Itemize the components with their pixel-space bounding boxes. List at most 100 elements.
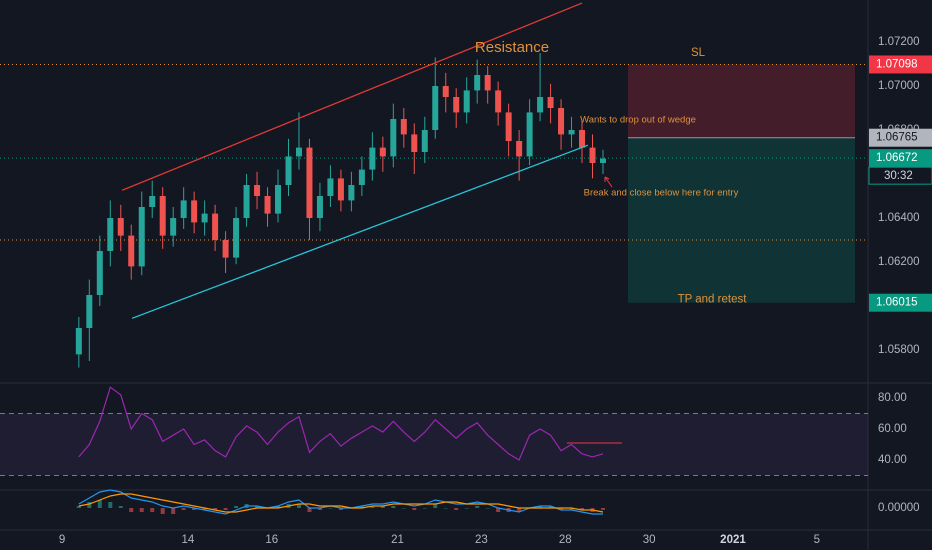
histogram-bar	[171, 508, 176, 514]
candle-body	[212, 213, 219, 241]
candle-body	[505, 112, 512, 142]
candle-body	[547, 97, 554, 109]
x-tick-label: 5	[814, 534, 820, 546]
histogram-bar	[192, 508, 197, 510]
histogram-bar	[76, 506, 81, 508]
candle-body	[191, 200, 198, 223]
histogram-bar	[485, 508, 490, 509]
candle-body	[442, 86, 449, 98]
candle-body	[254, 185, 261, 197]
histogram-bar	[255, 506, 260, 508]
candle-body	[306, 147, 313, 219]
x-tick-label: 16	[265, 534, 278, 546]
annotation: Wants to drop out of wedge	[580, 115, 696, 126]
histogram-bar	[359, 506, 364, 508]
candle-body	[379, 147, 386, 157]
candle-body	[348, 185, 355, 201]
candle-body	[526, 112, 533, 157]
histogram-bar	[118, 506, 123, 508]
x-tick-label: 21	[391, 534, 404, 546]
candle-body	[579, 130, 586, 148]
candle-body	[599, 158, 606, 164]
candle-body	[149, 196, 156, 208]
candle-body	[358, 169, 365, 186]
candle-body	[400, 119, 407, 135]
y-tick-label: 40.00	[878, 454, 907, 466]
x-tick-label: 28	[559, 534, 572, 546]
series-line	[78, 493, 604, 513]
candle-body	[327, 178, 334, 197]
y-tick-label: 1.05800	[878, 344, 920, 356]
histogram-bar	[454, 508, 459, 510]
histogram-bar	[391, 506, 396, 508]
histogram-bar	[108, 502, 113, 508]
histogram-bar	[296, 504, 301, 508]
histogram-bar	[569, 508, 574, 510]
candle-body	[107, 218, 114, 252]
candle-body	[170, 218, 177, 236]
candle-body	[285, 156, 292, 186]
histogram-bar	[97, 500, 102, 508]
y-tick-label: 1.06400	[878, 212, 920, 224]
histogram-bar	[370, 506, 375, 508]
histogram-bar	[475, 506, 480, 508]
candle-body	[432, 86, 439, 131]
annotation: Resistance	[475, 39, 549, 56]
histogram-bar	[160, 508, 165, 514]
candle-body	[138, 207, 145, 267]
y-tick-label: 1.07200	[878, 36, 920, 48]
candle-body	[568, 130, 575, 135]
candle-body	[295, 147, 302, 157]
price-label: 1.06672	[876, 152, 918, 164]
price-label-bg	[869, 149, 932, 168]
candle-body	[463, 90, 470, 113]
candle-body	[474, 75, 481, 91]
histogram-bar	[338, 508, 343, 510]
histogram-bar	[559, 508, 564, 510]
y-tick-label: 80.00	[878, 392, 907, 404]
histogram-bar	[422, 508, 427, 509]
histogram-bar	[213, 508, 218, 510]
x-tick-label: 30	[643, 534, 656, 546]
candle-body	[86, 295, 93, 329]
candle-body	[75, 328, 82, 355]
candle-body	[96, 251, 103, 296]
candle-body	[275, 185, 282, 214]
histogram-bar	[412, 508, 417, 510]
y-tick-label: 0.00000	[878, 502, 920, 514]
price-label: 1.06765	[876, 132, 918, 144]
histogram-bar	[181, 508, 186, 510]
histogram-bar	[517, 508, 522, 512]
x-tick-label: 2021	[720, 534, 746, 546]
histogram-bar	[317, 508, 322, 510]
histogram-bar	[276, 506, 281, 508]
candle-body	[233, 218, 240, 258]
countdown-bg	[868, 166, 932, 185]
candle-body	[316, 196, 323, 219]
candle-body	[453, 97, 460, 113]
candle-body	[180, 200, 187, 219]
candle-body	[495, 90, 502, 113]
x-tick-label: 9	[59, 534, 65, 546]
series-line	[78, 489, 603, 515]
histogram-bar	[433, 504, 438, 508]
candle-body	[159, 196, 166, 236]
target-label: TP and retest	[678, 294, 748, 306]
price-label: 1.07098	[876, 58, 918, 70]
candle-body	[421, 130, 428, 153]
stop-label: SL	[691, 47, 706, 59]
candle-body	[589, 147, 596, 164]
candle-body	[201, 213, 208, 223]
stop-zone	[628, 64, 855, 138]
histogram-bar	[129, 508, 134, 512]
histogram-bar	[496, 508, 501, 512]
candle-body	[369, 147, 376, 170]
histogram-bar	[307, 508, 312, 512]
histogram-bar	[401, 508, 406, 509]
candle-body	[484, 75, 491, 91]
histogram-bar	[443, 508, 448, 509]
countdown: 30:32	[884, 170, 913, 182]
trendline	[121, 2, 583, 191]
price-label-bg	[869, 128, 932, 147]
